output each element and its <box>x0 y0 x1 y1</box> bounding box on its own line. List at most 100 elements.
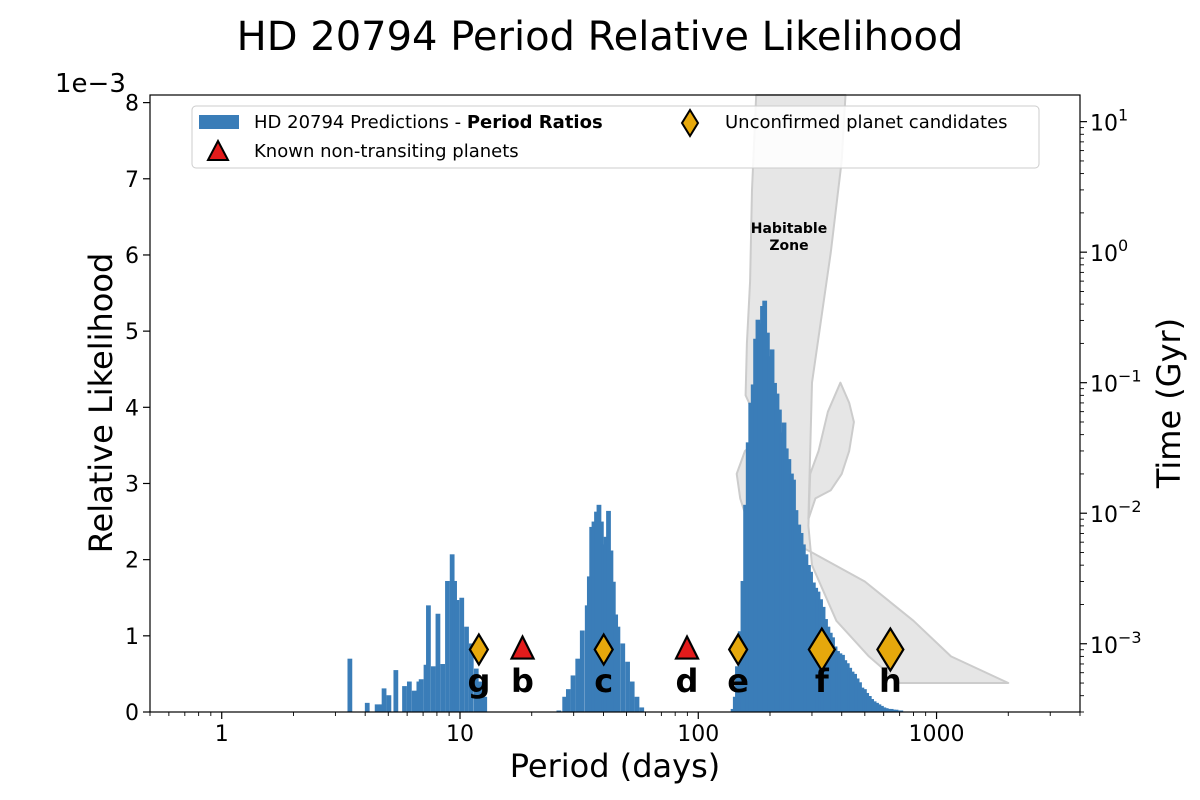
legend-bar-swatch <box>199 115 239 129</box>
histogram-bar <box>837 653 843 712</box>
planet-g-diamond <box>468 632 490 667</box>
y-tick-label: 3 <box>125 473 139 498</box>
histogram-bar <box>482 696 488 712</box>
y-axis: 0 1 2 3 4 5 6 7 8 <box>125 92 150 726</box>
histogram-bar <box>449 554 455 712</box>
histogram-bar <box>786 459 792 712</box>
histogram-bar <box>859 687 865 712</box>
histogram-bar <box>418 679 424 712</box>
x-tick-label: 1000 <box>909 722 965 747</box>
histogram-bar <box>406 681 412 712</box>
histogram-bar <box>886 708 892 712</box>
histogram-bar <box>364 702 370 712</box>
histogram-bar <box>562 696 568 712</box>
y2-tick-label: 10−2 <box>1090 497 1142 528</box>
histogram-bar <box>579 630 585 712</box>
legend-predictions-label: HD 20794 Predictions - Period Ratios <box>254 112 603 133</box>
x-axis-label: Period (days) <box>510 747 720 785</box>
histogram-bar <box>891 709 896 712</box>
histogram-bar <box>570 675 576 712</box>
y2-tick-label: 101 <box>1090 106 1128 137</box>
legend-frame <box>191 105 1040 169</box>
y2-tick-label: 10−1 <box>1090 367 1142 398</box>
histogram-bar <box>898 710 904 712</box>
histogram-bar <box>791 479 796 712</box>
histogram-bar <box>767 356 772 712</box>
y2-axis: 10−3 10−2 10−1 100 101 <box>1080 106 1142 713</box>
legend-candidate-label: Unconfirmed planet candidates <box>725 112 1008 133</box>
histogram-bar <box>844 663 850 712</box>
x-tick-label: 100 <box>677 722 719 747</box>
histogram-bar <box>745 442 751 712</box>
y-tick-label: 6 <box>125 244 139 269</box>
histogram-bar <box>620 643 626 712</box>
y-tick-label: 4 <box>125 396 139 421</box>
histogram-bar <box>386 695 392 712</box>
histogram-bar <box>596 504 602 712</box>
histogram-bar <box>737 631 743 712</box>
planet-h-label: h <box>879 662 902 700</box>
histogram-bar <box>800 544 806 712</box>
histogram-bar <box>835 651 840 712</box>
histogram-bar <box>808 571 813 712</box>
histogram-bar <box>381 688 387 712</box>
histogram-bar <box>883 708 889 712</box>
histogram-bar <box>634 696 640 712</box>
histogram-bar <box>762 300 768 712</box>
histogram-bar <box>881 707 887 712</box>
histogram-bar <box>750 384 756 712</box>
histogram-bar <box>594 511 599 712</box>
histogram-bar <box>591 521 597 712</box>
histogram-bar <box>893 709 899 712</box>
histogram-bar <box>748 402 754 712</box>
histogram-bar <box>772 382 777 712</box>
plot-frame <box>149 94 1081 713</box>
y-axis-label: Relative Likelihood <box>82 253 120 554</box>
y2-tick-label: 10−3 <box>1090 628 1142 659</box>
hz-label-line2: Zone <box>769 238 808 254</box>
histogram-bar <box>879 705 884 712</box>
histogram-bar <box>625 661 630 712</box>
histogram-bar <box>430 666 436 712</box>
y-tick-label: 2 <box>125 549 139 574</box>
histogram-bar <box>629 681 635 712</box>
histogram-bar <box>793 510 799 712</box>
histogram-bar <box>426 605 431 712</box>
histogram-bar <box>478 681 483 712</box>
planet-f-diamond <box>807 626 837 673</box>
planet-b-label: b <box>511 662 534 700</box>
histogram-bar <box>379 704 385 712</box>
histogram-bar <box>774 393 780 712</box>
histogram-bar <box>864 692 870 712</box>
histogram-bar <box>440 664 446 712</box>
planet-c-label: c <box>594 662 613 700</box>
histogram-bar <box>445 580 450 712</box>
histogram-bar <box>402 686 407 712</box>
legend-known-label: Known non-transiting planets <box>254 141 519 162</box>
histogram-bar <box>743 504 748 712</box>
histogram-bar <box>639 707 645 712</box>
histogram-bar <box>468 643 474 712</box>
histogram-bar <box>830 637 835 712</box>
y-offset-text: 1e−3 <box>55 69 126 99</box>
histogram-bar <box>347 658 353 712</box>
planet-e-diamond <box>727 632 749 667</box>
histogram-bar <box>803 554 809 712</box>
histogram-bar <box>769 349 775 712</box>
histogram-bar <box>565 689 571 712</box>
histogram-bar <box>842 660 848 712</box>
y-tick-label: 5 <box>125 320 139 345</box>
hz-label-line1: Habitable <box>751 221 827 237</box>
histogram-bar <box>854 678 860 712</box>
histogram-bar <box>473 668 479 712</box>
histogram-bar <box>575 658 581 712</box>
histogram-bar <box>735 666 740 712</box>
histogram-bar <box>615 626 621 712</box>
x-tick-label: 1 <box>215 722 229 747</box>
planet-g-label: g <box>467 662 490 700</box>
y-tick-label: 0 <box>125 701 139 726</box>
y-tick-label: 1 <box>125 625 139 650</box>
x-axis: 1 10 100 1000 <box>149 712 1081 747</box>
x-tick-label: 10 <box>446 722 474 747</box>
